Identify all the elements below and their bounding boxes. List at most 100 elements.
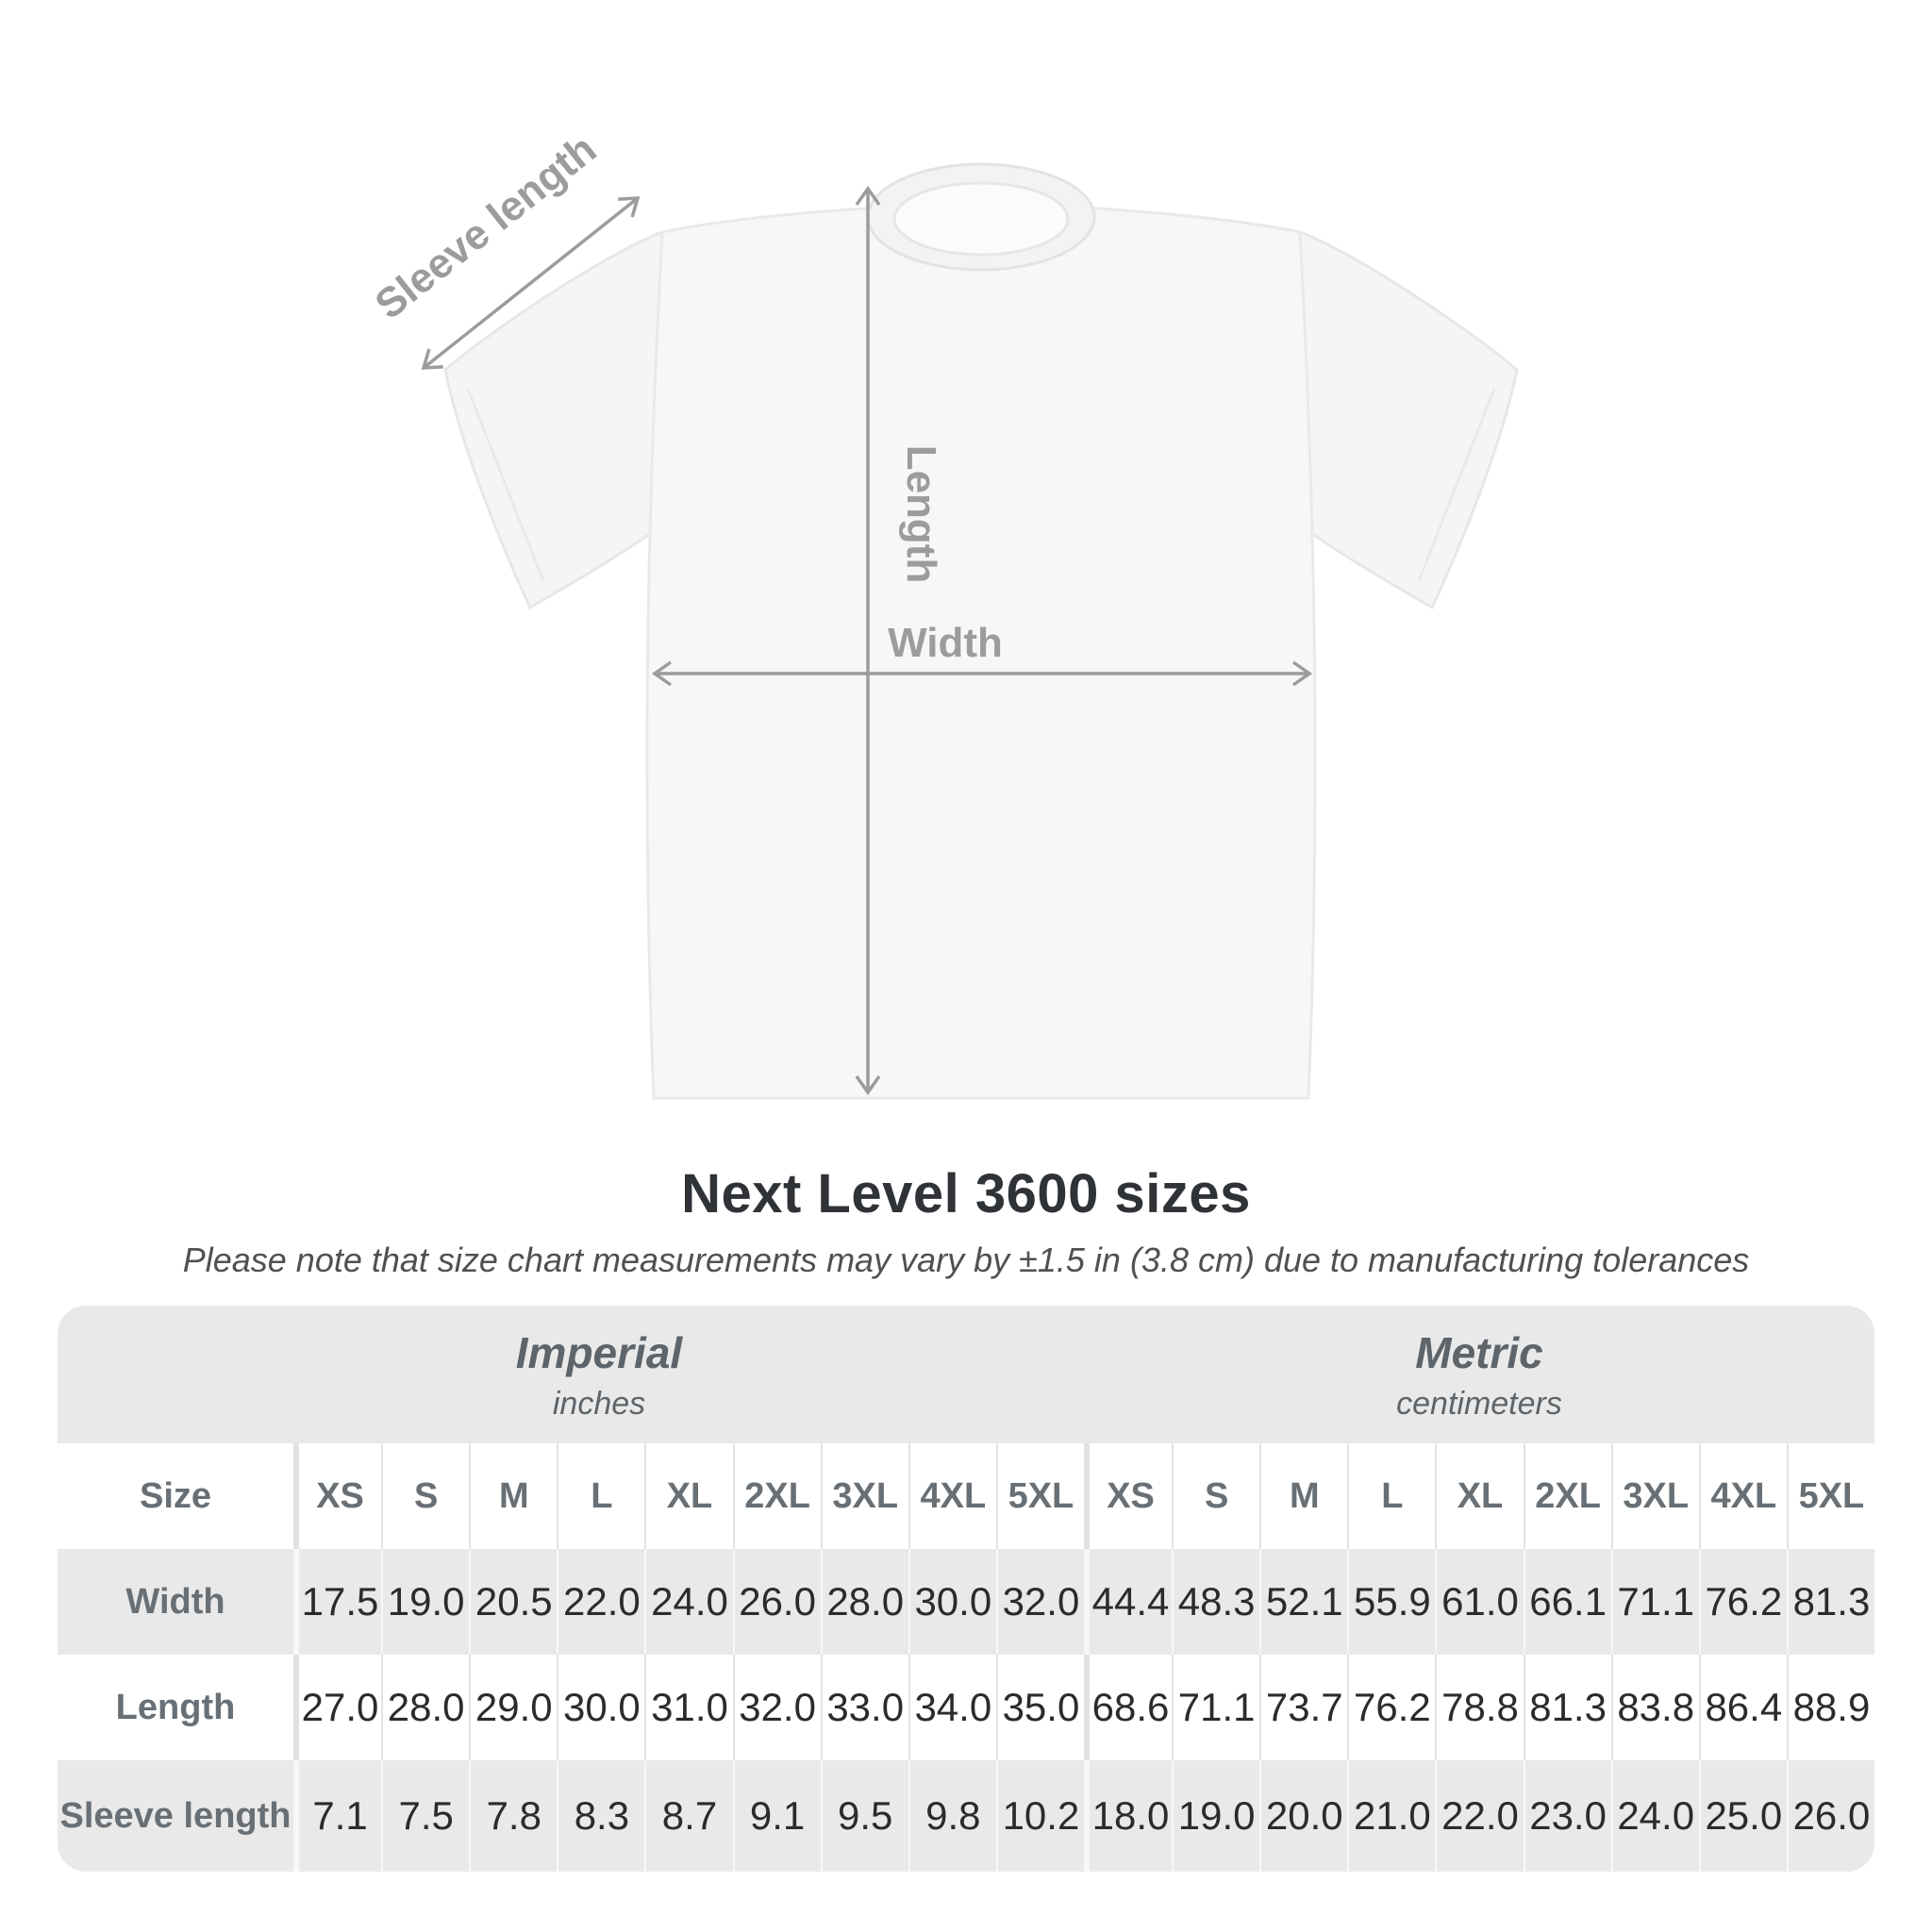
measure-value: 23.0 (1523, 1760, 1611, 1872)
tshirt-measurement-diagram: Sleeve length Length Width (367, 125, 1519, 1100)
imperial-unit-group: Imperial inches (58, 1306, 1084, 1443)
size-column-header: M (1259, 1443, 1347, 1549)
measure-value: 22.0 (1435, 1760, 1523, 1872)
page-title: Next Level 3600 sizes (681, 1163, 1251, 1224)
size-column-header: 4XL (908, 1443, 996, 1549)
measure-value: 61.0 (1435, 1549, 1523, 1655)
imperial-label: Imperial (515, 1327, 683, 1377)
measure-value: 81.3 (1786, 1549, 1874, 1655)
collar-inner (892, 181, 1070, 257)
measure-value: 44.4 (1084, 1549, 1172, 1655)
size-table-body: Size XS S M L XL 2XL 3XL 4XL 5XL XS S M L XL 2XL 3XL 4XL 5… (58, 1443, 1874, 1872)
size-column-header: XL (1435, 1443, 1523, 1549)
size-column-header: 5XL (1786, 1443, 1874, 1549)
left-sleeve-hem-seam (466, 388, 545, 582)
measure-value: 73.7 (1259, 1655, 1347, 1760)
measure-value: 7.8 (469, 1760, 557, 1872)
measure-value: 22.0 (557, 1549, 644, 1655)
metric-label: Metric (1415, 1327, 1543, 1377)
measure-value: 8.7 (644, 1760, 732, 1872)
shirt-right-sleeve (1298, 229, 1519, 610)
size-corner-label: Size (139, 1475, 212, 1516)
measure-value: 76.2 (1347, 1655, 1435, 1760)
size-column-header: L (557, 1443, 644, 1549)
measure-value: 30.0 (557, 1655, 644, 1760)
measure-value: 28.0 (820, 1549, 908, 1655)
measure-value: 30.0 (908, 1549, 996, 1655)
measure-value: 19.0 (1172, 1760, 1259, 1872)
tshirt-diagram-svg: Sleeve length Length Width (367, 125, 1519, 1100)
measure-row-width: Width 17.5 19.0 20.5 22.0 24.0 26.0 28.0 30.0 32.… (58, 1549, 1874, 1655)
measure-value: 71.1 (1172, 1655, 1259, 1760)
size-column-header: 3XL (820, 1443, 908, 1549)
size-column-header: S (381, 1443, 469, 1549)
imperial-unit: inches (552, 1385, 646, 1422)
measure-value: 8.3 (557, 1760, 644, 1872)
measure-value: 35.0 (995, 1655, 1084, 1760)
measure-row-sleeve-length: Sleeve length 7.1 7.5 7.8 8.3 8.7 9.1 9.5 9.8 10.… (58, 1760, 1874, 1872)
measure-value: 17.5 (293, 1549, 381, 1655)
size-column-header: 2XL (1523, 1443, 1611, 1549)
measure-value: 55.9 (1347, 1549, 1435, 1655)
heading-block: Next Level 3600 sizes Please note that s… (0, 1162, 1932, 1280)
measure-value: 7.1 (293, 1760, 381, 1872)
measure-value: 26.0 (732, 1549, 821, 1655)
measure-value: 34.0 (908, 1655, 996, 1760)
size-column-header: 4XL (1698, 1443, 1787, 1549)
measure-value: 24.0 (644, 1549, 732, 1655)
measure-value: 26.0 (1786, 1760, 1874, 1872)
measure-value: 86.4 (1698, 1655, 1787, 1760)
shirt-left-sleeve (443, 229, 664, 610)
size-column-header: S (1172, 1443, 1259, 1549)
metric-unit-group: Metric centimeters (1084, 1306, 1874, 1443)
measure-value: 9.1 (732, 1760, 821, 1872)
measure-value: 71.1 (1610, 1549, 1699, 1655)
size-table: Imperial inches Metric centimeters Size X… (58, 1306, 1874, 1872)
width-label: Width (888, 620, 1003, 666)
measure-value: 48.3 (1172, 1549, 1259, 1655)
measure-value: 20.0 (1259, 1760, 1347, 1872)
size-column-header: XL (644, 1443, 732, 1549)
size-column-header: 2XL (732, 1443, 821, 1549)
sleeve-length-arrow (421, 196, 641, 370)
measure-value: 52.1 (1259, 1549, 1347, 1655)
measure-value: 83.8 (1610, 1655, 1699, 1760)
measure-value: 7.5 (381, 1760, 469, 1872)
size-column-header: XS (293, 1443, 381, 1549)
measure-value: 32.0 (995, 1549, 1084, 1655)
measure-value: 27.0 (293, 1655, 381, 1760)
measure-label: Width (125, 1581, 225, 1622)
measure-label: Length (115, 1687, 236, 1727)
measure-value: 81.3 (1523, 1655, 1611, 1760)
measure-value: 25.0 (1698, 1760, 1787, 1872)
size-column-header: 5XL (995, 1443, 1084, 1549)
size-column-header: M (469, 1443, 557, 1549)
tolerance-note: Please note that size chart measurements… (182, 1241, 1750, 1279)
right-sleeve-hem-seam (1417, 388, 1496, 582)
measure-value: 68.6 (1084, 1655, 1172, 1760)
measure-value: 33.0 (820, 1655, 908, 1760)
measure-value: 18.0 (1084, 1760, 1172, 1872)
measure-value: 31.0 (644, 1655, 732, 1760)
length-label: Length (898, 445, 944, 584)
measure-value: 32.0 (732, 1655, 821, 1760)
unit-header-row: Imperial inches Metric centimeters (58, 1306, 1874, 1443)
measure-value: 24.0 (1610, 1760, 1699, 1872)
measure-row-length: Length 27.0 28.0 29.0 30.0 31.0 32.0 33.0 34.0 35… (58, 1655, 1874, 1760)
measure-value: 19.0 (381, 1549, 469, 1655)
measure-value: 21.0 (1347, 1760, 1435, 1872)
size-column-header: 3XL (1610, 1443, 1699, 1549)
measure-value: 66.1 (1523, 1549, 1611, 1655)
metric-unit: centimeters (1396, 1385, 1562, 1422)
measure-value: 9.8 (908, 1760, 996, 1872)
size-column-header: L (1347, 1443, 1435, 1549)
measure-value: 28.0 (381, 1655, 469, 1760)
measure-value: 29.0 (469, 1655, 557, 1760)
measure-value: 76.2 (1698, 1549, 1787, 1655)
size-column-header: XS (1084, 1443, 1172, 1549)
measure-value: 20.5 (469, 1549, 557, 1655)
measure-value: 10.2 (995, 1760, 1084, 1872)
measure-value: 78.8 (1435, 1655, 1523, 1760)
measure-value: 9.5 (820, 1760, 908, 1872)
